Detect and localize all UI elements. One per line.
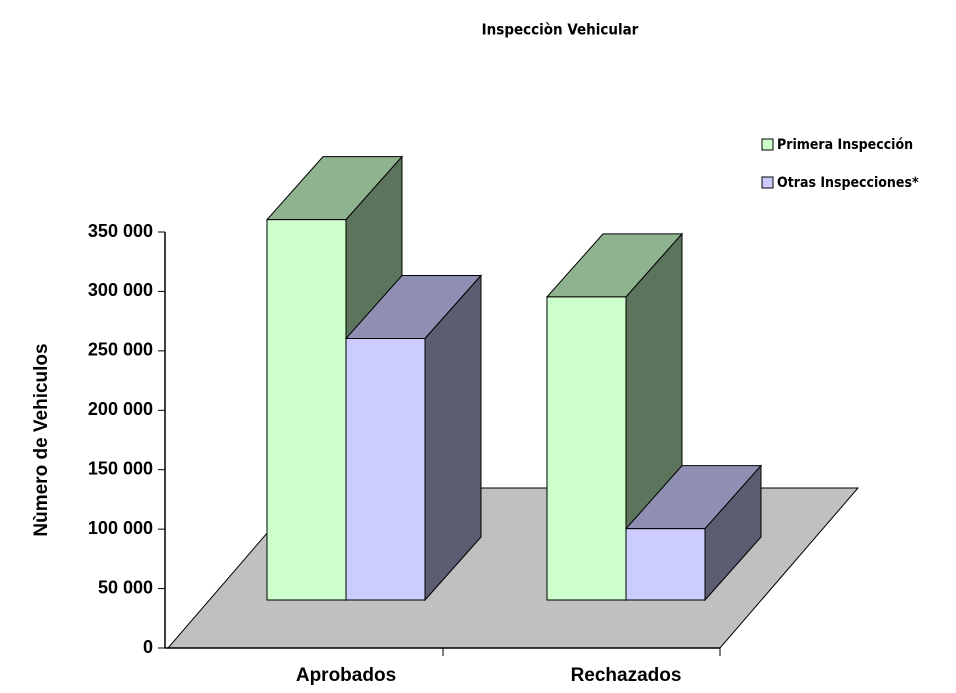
x-tick-label: Rechazados [571,665,682,686]
y-tick-label: 200 000 [88,399,153,419]
y-tick-label: 350 000 [88,221,153,241]
chart-title: Inspecciòn Vehicular [482,21,639,39]
legend-swatch [761,176,774,189]
legend-swatch [761,138,774,151]
legend-label: Primera Inspección [777,137,913,153]
y-axis-label: Nùmero de Vehiculos [31,343,52,536]
bar [345,338,426,601]
y-tick-label: 300 000 [88,280,153,300]
y-tick-label: 0 [143,637,153,657]
y-tick-label: 150 000 [88,458,153,478]
bar [266,219,347,601]
x-tick-label: Aprobados [296,665,396,686]
bar [625,528,706,601]
y-tick-label: 250 000 [88,340,153,360]
y-tick-label: 50 000 [98,577,153,597]
legend-label: Otras Inspecciones* [777,175,919,191]
y-tick-label: 100 000 [88,518,153,538]
bar [546,296,627,601]
